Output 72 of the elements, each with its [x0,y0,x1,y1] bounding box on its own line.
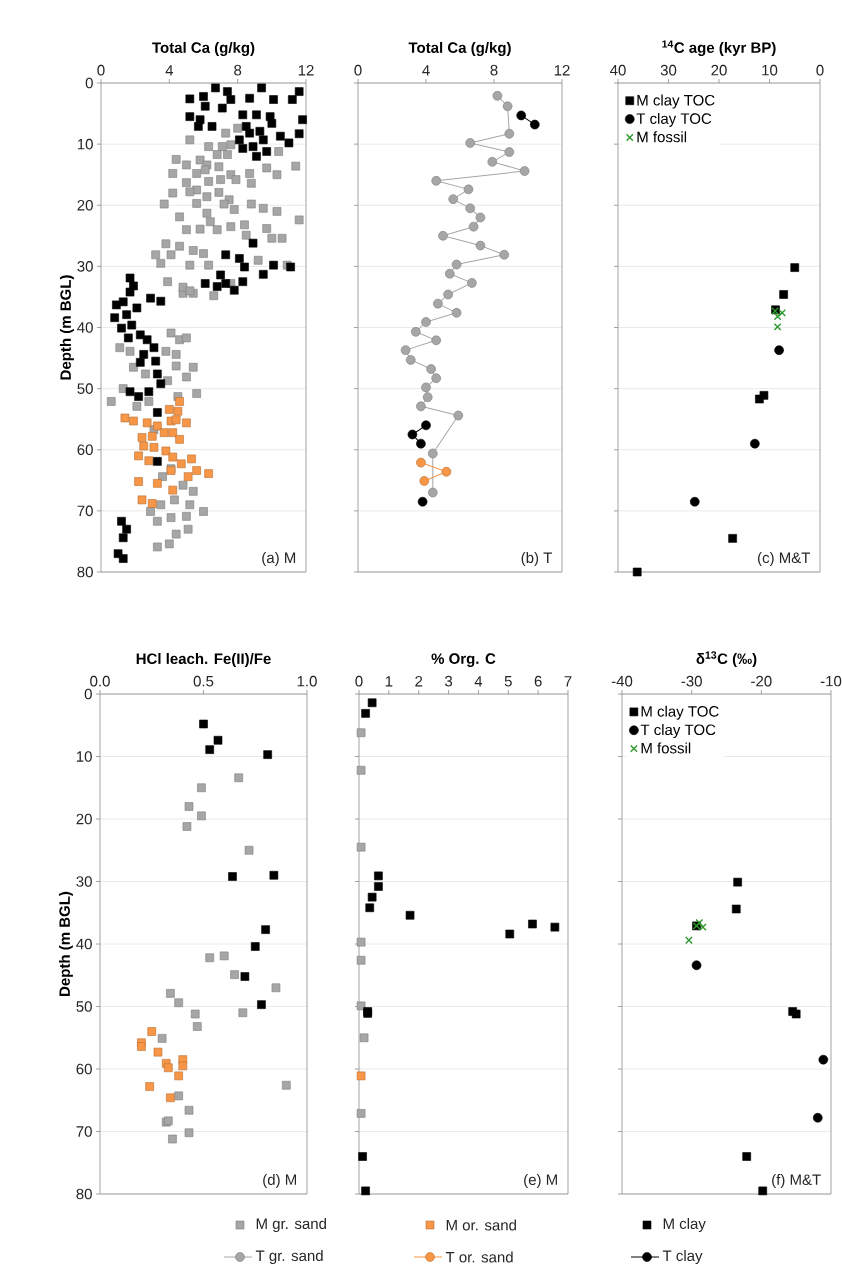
x-tick-label: 10 [762,64,778,76]
x-tick-label: 1.0 [297,675,317,687]
x-tick-label: -20 [751,675,772,687]
x-tick-label: 40 [610,64,626,76]
x-tick-label: 4 [422,65,430,76]
x-tick-label: 4 [165,65,174,76]
x-tick-label: 20 [711,64,727,76]
annotation: (d) M [263,1174,297,1188]
x-tick-label: 7 [564,676,572,687]
y-tick-label: 10 [76,751,92,762]
annotation: (a) M [262,552,296,567]
y-axis-title: Depth (m BGL) [59,275,74,380]
x-tick-label: 0 [355,675,363,687]
y-tick-label: 10 [77,138,93,150]
x-axis-title: Total Ca (g/kg) [152,41,255,56]
legend-label: T clay [662,1250,703,1264]
x-tick-label: -40 [611,675,633,687]
x-tick-label: 8 [234,64,242,76]
y-tick-label: 80 [77,566,93,578]
y-tick-label: 40 [76,938,92,950]
legend-label: T clay TOC [636,112,712,127]
legend-label: M fossil [637,131,687,143]
x-tick-label: 2 [415,676,423,687]
y-tick-label: 30 [77,261,93,272]
x-tick-label: 0 [97,64,105,76]
legend-label: M clay [663,1218,706,1232]
y-tick-label: 70 [77,505,93,517]
y-tick-label: 0 [85,77,93,89]
y-tick-label: 40 [77,322,93,333]
legend-label: T gr. sand [255,1250,323,1264]
x-tick-label: 12 [554,65,570,76]
y-tick-label: 20 [76,813,92,825]
x-axis-title: $^{14}$C age (kyr BP) [662,40,776,56]
x-axis-title: HCl leach. Fe(II)/Fe [136,653,271,667]
legend-label: M fossil [641,742,691,754]
x-tick-label: 0.5 [193,675,214,687]
x-tick-label: 4 [474,676,483,687]
legend-label: T clay TOC [640,724,716,739]
y-tick-label: 50 [76,1001,92,1012]
x-tick-label: 5 [504,676,512,687]
y-tick-label: 50 [77,383,93,394]
legend-label: M clay TOC [637,94,715,109]
legend-label: M clay TOC [641,705,719,720]
y-tick-label: 30 [76,876,92,887]
y-tick-label: 0 [84,688,92,700]
y-tick-label: 60 [76,1063,92,1075]
x-axis-title: Total Ca (g/kg) [408,41,511,56]
annotation: (b) T [521,552,552,567]
x-tick-label: -30 [681,675,702,687]
x-tick-label: 30 [660,64,677,76]
legend-label: M or. sand [446,1219,516,1231]
x-tick-label: -10 [820,675,842,687]
x-tick-label: 0 [354,64,362,76]
annotation: (c) M&T [758,552,811,567]
legend-label: T or. sand [445,1251,513,1263]
y-tick-label: 80 [76,1188,92,1200]
x-tick-label: 12 [298,65,314,76]
annotation: (e) M [524,1174,557,1188]
y-tick-label: 20 [77,199,93,211]
x-axis-title: δ$^{13}$C (‰) [696,651,757,667]
y-axis-title: Depth (m BGL) [58,891,73,996]
y-tick-label: 70 [76,1126,92,1137]
x-axis-title: % Org. C [431,653,496,667]
x-tick-label: 3 [444,675,453,687]
y-tick-label: 60 [77,444,93,456]
x-tick-label: 0.0 [90,675,110,687]
annotation: (f) M&T [772,1174,821,1188]
x-tick-label: 1 [385,676,393,687]
x-tick-label: 6 [534,675,542,687]
x-tick-label: 8 [490,64,498,76]
legend-label: M gr. sand [256,1218,326,1232]
x-tick-label: 0 [816,64,824,76]
